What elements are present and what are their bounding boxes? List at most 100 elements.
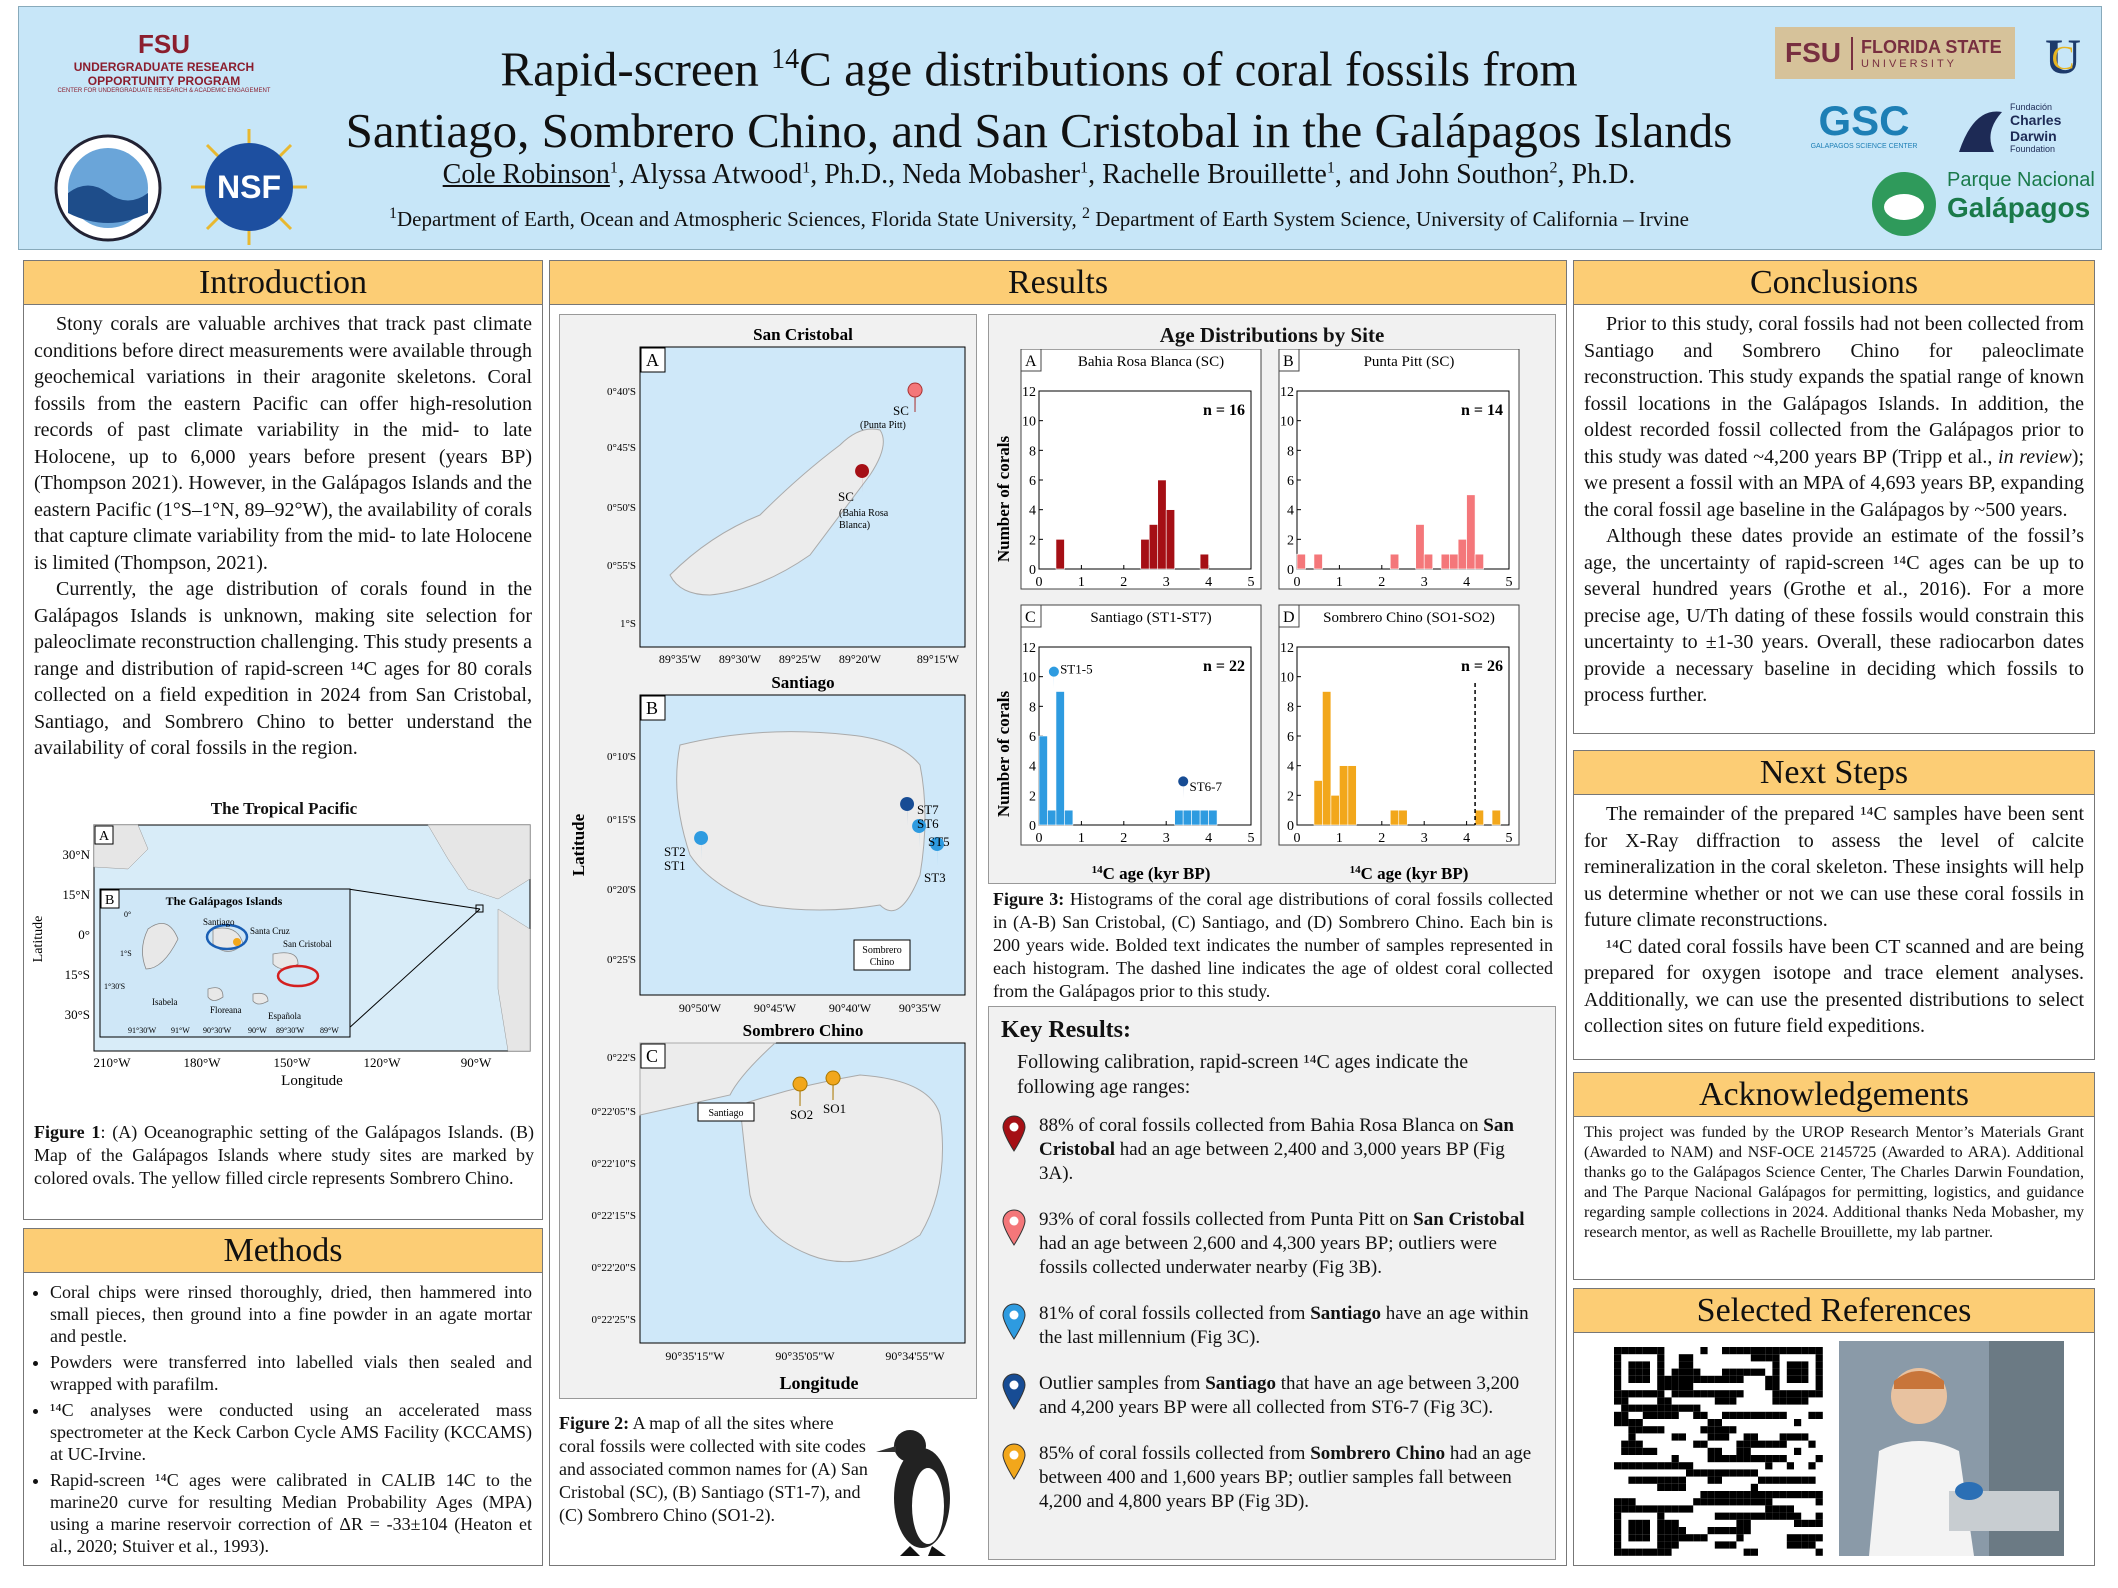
svg-text:90°35'W: 90°35'W: [899, 1001, 942, 1015]
x-tick-label: 3: [1421, 575, 1428, 590]
y-tick-label: 6: [1029, 730, 1036, 745]
svg-text:0°10'S: 0°10'S: [607, 751, 636, 763]
svg-text:89°30'W: 89°30'W: [719, 652, 762, 666]
y-tick-label: 2: [1029, 533, 1036, 548]
conclusions-panel: Conclusions Prior to this study, coral f…: [1573, 260, 2095, 734]
svg-text:C: C: [646, 1046, 658, 1066]
histogram-bar: [1474, 809, 1484, 826]
svg-text:(Punta Pitt): (Punta Pitt): [860, 420, 906, 431]
svg-text:0°25'S: 0°25'S: [607, 954, 636, 966]
tropical-pacific-map: The Tropical Pacific A B The Galápagos I…: [28, 799, 540, 1089]
svg-text:Sombrero Chino: Sombrero Chino: [743, 1021, 864, 1040]
svg-text:14C age (kyr BP): 14C age (kyr BP): [1350, 864, 1469, 883]
histogram-frame: [1278, 349, 1520, 590]
svg-text:90°50'W: 90°50'W: [679, 1001, 722, 1015]
conclusions-paragraph-1: Prior to this study, coral fossils had n…: [1584, 313, 2084, 521]
histogram-bar: [1064, 809, 1074, 826]
svg-text:89°20'W: 89°20'W: [839, 652, 882, 666]
map-pin-icon: [1002, 1209, 1026, 1246]
figure-3-caption: Figure 3: Histograms of the coral age di…: [993, 889, 1553, 1001]
svg-text:91°W: 91°W: [171, 1026, 190, 1035]
histogram-bar: [1347, 765, 1357, 826]
y-tick-label: 4: [1029, 760, 1036, 775]
histogram-bar: [1182, 809, 1192, 826]
acknowledgements-text: This project was funded by the UROP Rese…: [1584, 1124, 2084, 1241]
svg-text:Longitude: Longitude: [281, 1073, 343, 1089]
sample-count-label: n = 14: [1461, 402, 1503, 419]
histogram-bar: [1148, 524, 1159, 570]
histogram-title: Santiago (ST1-ST7): [1090, 610, 1211, 626]
map-pin-icon: [1002, 1303, 1026, 1340]
x-tick-label: 5: [1248, 831, 1255, 846]
svg-text:1°S: 1°S: [120, 949, 132, 958]
x-tick-label: 1: [1336, 831, 1343, 846]
methods-item: Powders were transferred into labelled v…: [50, 1351, 532, 1395]
svg-text:ST1: ST1: [664, 858, 686, 873]
x-tick-label: 5: [1506, 831, 1513, 846]
histogram-bar: [1449, 553, 1459, 570]
svg-text:A: A: [646, 350, 659, 370]
next-steps-paragraph-1: The remainder of the prepared ¹⁴C sample…: [1584, 803, 2084, 931]
x-tick-label: 4: [1463, 575, 1470, 590]
map-pin-icon: [1002, 1373, 1026, 1410]
svg-text:30°S: 30°S: [65, 1007, 90, 1022]
histogram-bar: [1389, 553, 1400, 570]
y-tick-label: 8: [1029, 700, 1036, 715]
y-tick-label: 6: [1287, 730, 1294, 745]
affiliations: 1Department of Earth, Ocean and Atmosphe…: [389, 205, 1689, 231]
svg-text:89°W: 89°W: [320, 1026, 339, 1035]
intro-paragraph-1: Stony corals are valuable archives that …: [34, 313, 532, 574]
histogram-bar: [1330, 795, 1340, 826]
methods-panel: Methods Coral chips were rinsed thorough…: [23, 1228, 543, 1566]
histogram-bar: [1199, 809, 1209, 826]
next-steps-paragraph-2: ¹⁴C dated coral fossils have been CT sca…: [1584, 935, 2084, 1038]
svg-text:Sombrero: Sombrero: [862, 945, 901, 956]
histogram-bar: [1322, 691, 1332, 826]
histogram-bar: [1339, 765, 1349, 826]
svg-text:0°22'10"S: 0°22'10"S: [592, 1158, 637, 1170]
y-tick-label: 0: [1029, 819, 1036, 834]
annotation-st6-7: ST6-7: [1190, 779, 1223, 794]
references-panel: Selected References: [1573, 1288, 2095, 1566]
y-tick-label: 12: [1280, 385, 1294, 400]
x-tick-label: 0: [1294, 831, 1301, 846]
svg-text:1°30'S: 1°30'S: [104, 982, 125, 991]
y-tick-label: 6: [1029, 474, 1036, 489]
key-result-item: 93% of coral fossils collected from Punt…: [1001, 1208, 1543, 1280]
panel-label: D: [1283, 609, 1295, 626]
x-tick-label: 3: [1163, 575, 1170, 590]
y-tick-label: 6: [1287, 474, 1294, 489]
histogram-bar: [1038, 735, 1048, 826]
svg-text:The Galápagos Islands: The Galápagos Islands: [166, 894, 283, 908]
svg-text:89°15'W: 89°15'W: [917, 652, 960, 666]
y-tick-label: 4: [1029, 504, 1036, 519]
panel-label: C: [1025, 609, 1036, 626]
eoas-seal-logo: [54, 134, 162, 242]
histogram-bar: [1047, 809, 1057, 826]
histogram-bar: [1157, 479, 1167, 570]
svg-text:90°30'W: 90°30'W: [203, 1026, 232, 1035]
svg-text:15°N: 15°N: [62, 887, 90, 902]
svg-text:0°40'S: 0°40'S: [607, 386, 636, 398]
x-tick-label: 1: [1336, 575, 1343, 590]
svg-text:SO2: SO2: [790, 1107, 813, 1122]
y-tick-label: 8: [1287, 700, 1294, 715]
key-result-item: Outlier samples from Santiago that have …: [1001, 1372, 1543, 1420]
svg-text:89°25'W: 89°25'W: [779, 652, 822, 666]
svg-text:150°W: 150°W: [274, 1055, 312, 1070]
panel-label: A: [1025, 353, 1037, 370]
svg-text:0°50'S: 0°50'S: [607, 502, 636, 514]
y-tick-label: 2: [1287, 789, 1294, 804]
darwin-logo: Fundación Charles Darwin Foundation: [1954, 102, 2104, 154]
svg-text:B: B: [646, 698, 658, 718]
histogram-bar: [1174, 809, 1184, 826]
panel-label-box: [1020, 604, 1042, 628]
svg-text:89°30'W: 89°30'W: [276, 1026, 305, 1035]
svg-text:30°N: 30°N: [62, 847, 90, 862]
x-tick-label: 5: [1506, 575, 1513, 590]
svg-text:SC: SC: [893, 403, 909, 418]
qr-code-icon[interactable]: [1614, 1347, 1824, 1557]
svg-text:15°S: 15°S: [65, 967, 90, 982]
